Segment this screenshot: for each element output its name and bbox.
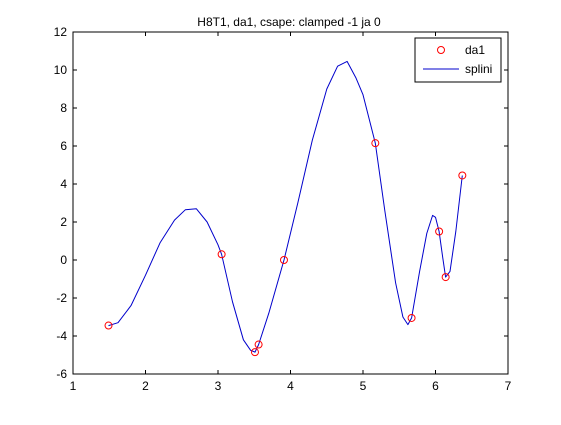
data-point [435, 227, 444, 236]
x-tick-label: 7 [505, 379, 512, 393]
legend-label-da1: da1 [465, 43, 485, 57]
y-tick-label: 0 [60, 253, 67, 267]
series-markers [104, 139, 467, 357]
y-tick-label: 4 [60, 177, 67, 191]
x-tick-label: 5 [360, 379, 367, 393]
x-tick-label: 2 [142, 379, 149, 393]
data-point [279, 256, 288, 264]
data-point [441, 273, 450, 282]
x-tick-label: 6 [432, 379, 439, 393]
legend-marker-icon [437, 46, 445, 54]
x-tick-label: 4 [287, 379, 294, 393]
data-point [458, 171, 467, 180]
data-point [254, 340, 263, 349]
data-point [407, 313, 416, 322]
data-point [104, 321, 113, 330]
y-tick-label: 2 [60, 215, 67, 229]
data-point [250, 348, 259, 357]
y-tick-label: -6 [56, 367, 67, 381]
series-lines [108, 60, 463, 353]
x-tick-label: 3 [215, 379, 222, 393]
legend-box [414, 37, 502, 83]
y-tick-label: 10 [54, 63, 68, 77]
plot-area [72, 31, 509, 375]
x-tick-label: 1 [70, 379, 77, 393]
data-point [217, 250, 226, 259]
legend-label-splini: splini [465, 62, 492, 76]
y-tick-label: -2 [56, 291, 67, 305]
y-tick-label: 8 [60, 101, 67, 115]
chart-title: H8T1, da1, csape: clamped -1 ja 0 [197, 15, 381, 29]
y-tick-label: 12 [54, 25, 68, 39]
y-tick-label: -4 [56, 329, 67, 343]
y-tick-label: 6 [60, 139, 67, 153]
series-line-splini [108, 60, 463, 353]
x-axis: 1 2 3 4 5 6 7 [70, 32, 512, 393]
data-point [371, 139, 380, 148]
y-axis: -6 -4 -2 0 2 4 6 8 10 12 [54, 25, 508, 381]
legend: da1 splini [414, 37, 502, 83]
